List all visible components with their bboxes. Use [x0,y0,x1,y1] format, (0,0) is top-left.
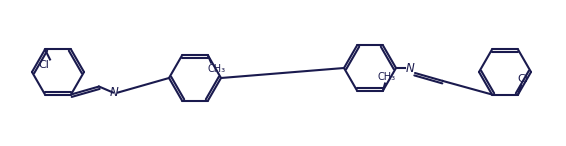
Text: Cl: Cl [38,60,49,71]
Text: N: N [110,86,118,99]
Text: CH₃: CH₃ [208,65,226,74]
Text: N: N [406,61,414,74]
Text: Cl: Cl [517,74,529,84]
Text: CH₃: CH₃ [378,72,396,81]
